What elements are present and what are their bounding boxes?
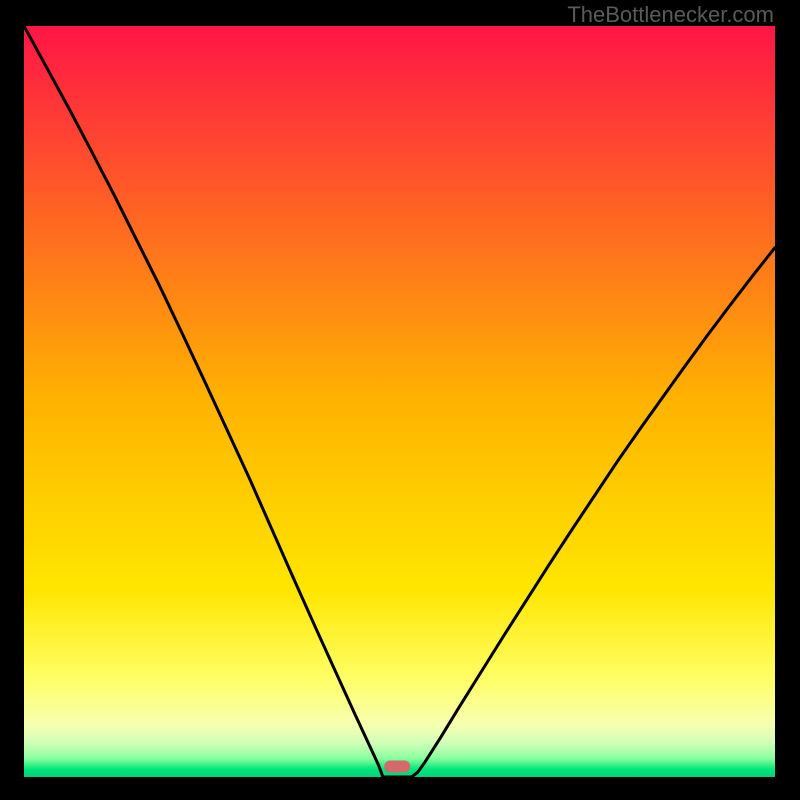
- gradient-background: [24, 26, 775, 777]
- chart-frame: TheBottlenecker.com: [0, 0, 800, 800]
- watermark-text: TheBottlenecker.com: [567, 2, 774, 28]
- bottleneck-curve-plot: [24, 26, 775, 777]
- optimal-marker: [384, 760, 410, 772]
